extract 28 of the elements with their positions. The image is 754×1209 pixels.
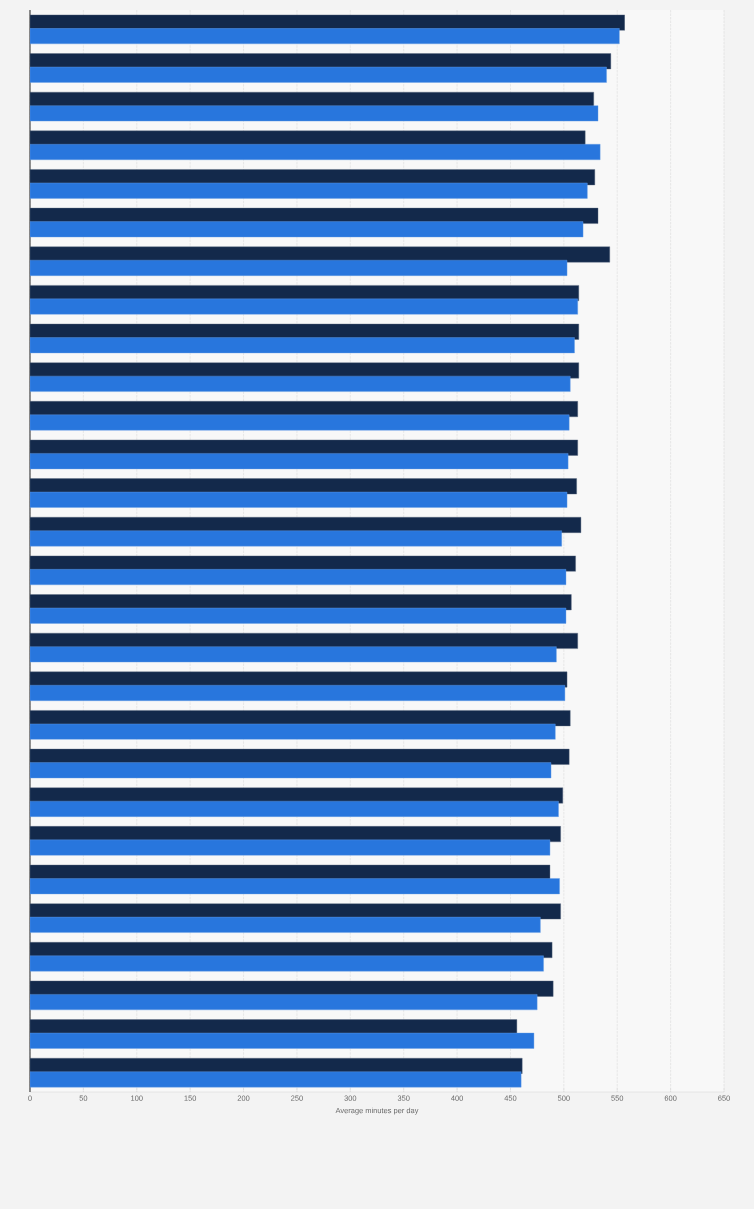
bar <box>30 414 570 431</box>
bar <box>30 182 588 199</box>
bar <box>30 955 544 972</box>
bar <box>30 144 601 160</box>
bar <box>30 105 599 122</box>
bar <box>30 28 620 45</box>
bar <box>30 916 541 933</box>
bar <box>30 260 568 276</box>
bar <box>30 878 560 895</box>
bar <box>30 66 607 83</box>
bar <box>30 337 575 354</box>
bar <box>30 723 556 740</box>
bar <box>30 1032 535 1049</box>
bar <box>30 646 557 663</box>
bar <box>30 839 551 856</box>
bar <box>30 375 571 392</box>
bar <box>30 607 567 624</box>
bar <box>30 298 578 315</box>
bar <box>30 491 568 508</box>
bar <box>30 221 584 238</box>
bar <box>30 569 567 585</box>
bar <box>30 453 569 470</box>
bar <box>30 800 559 817</box>
bar <box>30 994 538 1011</box>
bar <box>30 685 566 701</box>
bar <box>30 762 552 779</box>
bar <box>30 530 562 547</box>
bar <box>30 1071 522 1088</box>
